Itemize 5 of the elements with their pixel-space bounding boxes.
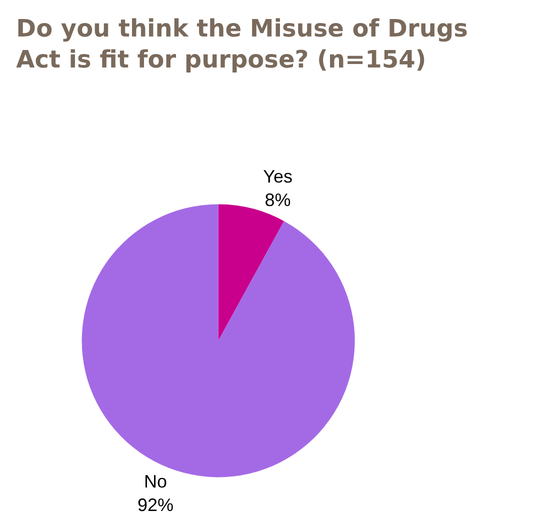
data-label: 92% bbox=[137, 494, 174, 515]
chart-title: Do you think the Misuse of Drugs Act is fit for purpose? (n=154) bbox=[16, 14, 468, 74]
slice-label: Yes bbox=[263, 166, 292, 186]
slice-label: No bbox=[144, 472, 167, 492]
data-label: 8% bbox=[264, 190, 291, 210]
